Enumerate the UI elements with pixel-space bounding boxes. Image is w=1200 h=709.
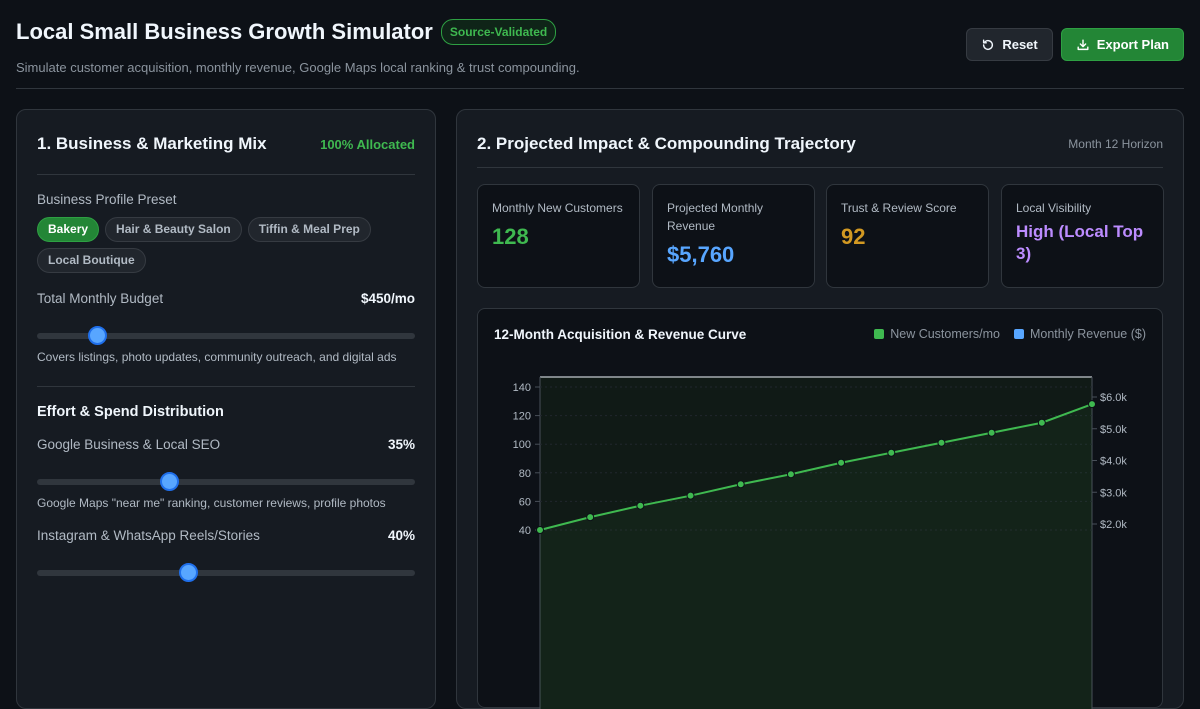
- impact-header: 2. Projected Impact & Compounding Trajec…: [477, 130, 1163, 158]
- impact-title: 2. Projected Impact & Compounding Trajec…: [477, 134, 856, 153]
- right-tick-label: $3.0k: [1100, 487, 1127, 499]
- chart-legend: New Customers/mo Monthly Revenue ($): [874, 327, 1146, 341]
- metric-label: Local Visibility: [1016, 201, 1092, 215]
- metric-label: Monthly New Customers: [492, 201, 623, 215]
- channel-value-instagram: 40%: [387, 528, 415, 543]
- divider: [37, 174, 415, 175]
- customers-point: [887, 448, 896, 457]
- metric-value: 92: [841, 224, 866, 249]
- channel-row-instagram: Instagram & WhatsApp Reels/Stories 40%: [37, 528, 415, 543]
- metric-card-local-visibility: Local Visibility High (Local Top 3): [1001, 184, 1164, 288]
- chart-svg: 140 120 100 80 60 40 $6.0k $5.0k $4.0k $3.0k $2.0k: [513, 376, 1127, 709]
- budget-section: Total Monthly Budget $450/mo Covers list…: [37, 291, 415, 364]
- customers-point: [1037, 418, 1046, 427]
- divider: [477, 167, 1163, 168]
- left-tick-label: 100: [513, 439, 531, 451]
- source-validated-badge: Source-Validated: [440, 19, 557, 45]
- customers-line: [539, 403, 1093, 531]
- channel-label-google: Google Business & Local SEO: [37, 437, 221, 452]
- customers-point: [786, 470, 795, 479]
- budget-label: Total Monthly Budget: [37, 291, 164, 306]
- legend-swatch-blue: [1013, 329, 1024, 339]
- header: Local Small Business Growth Simulator So…: [16, 16, 1184, 89]
- budget-slider-thumb[interactable]: [88, 326, 108, 345]
- marketing-mix-title: 1. Business & Marketing Mix: [37, 134, 267, 153]
- export-plan-button[interactable]: Export Plan: [1060, 28, 1184, 61]
- app-title: Local Small Business Growth Simulator: [16, 19, 433, 44]
- instagram-whatsapp-slider[interactable]: [37, 563, 415, 582]
- customers-point: [987, 428, 996, 437]
- horizon-label: Month 12 Horizon: [1068, 137, 1163, 151]
- customers-point: [937, 438, 946, 447]
- customers-point: [536, 526, 544, 534]
- metric-label: Trust & Review Score: [841, 201, 957, 215]
- google-seo-slider-thumb[interactable]: [160, 472, 180, 491]
- legend-item-monthly-revenue[interactable]: Monthly Revenue ($): [1013, 327, 1146, 341]
- left-tick-label: 80: [519, 468, 531, 480]
- preset-chip-hair-beauty-salon[interactable]: Hair & Beauty Salon: [105, 217, 242, 242]
- customers-point: [837, 458, 846, 467]
- export-plan-label: Export Plan: [1096, 37, 1169, 52]
- customers-point: [586, 513, 595, 522]
- legend-label: Monthly Revenue ($): [1029, 327, 1146, 341]
- legend-label: New Customers/mo: [890, 327, 1000, 341]
- preset-chip-local-boutique[interactable]: Local Boutique: [37, 248, 146, 273]
- preset-section: Business Profile Preset Bakery Hair & Be…: [37, 192, 415, 273]
- channel-row-google: Google Business & Local SEO 35%: [37, 437, 415, 452]
- preset-label: Business Profile Preset: [37, 192, 177, 207]
- download-icon: [1077, 38, 1089, 50]
- marketing-mix-panel: 1. Business & Marketing Mix 100% Allocat…: [16, 109, 436, 709]
- chart-title: 12-Month Acquisition & Revenue Curve: [494, 327, 747, 342]
- budget-value: $450/mo: [360, 291, 415, 306]
- metric-value: High (Local Top 3): [1016, 222, 1144, 263]
- reset-icon: [983, 38, 994, 50]
- left-tick-label: 40: [519, 525, 531, 537]
- marketing-mix-header: 1. Business & Marketing Mix 100% Allocat…: [37, 130, 415, 158]
- left-tick-label: 120: [513, 411, 531, 423]
- legend-item-new-customers[interactable]: New Customers/mo: [874, 327, 1000, 341]
- google-seo-slider[interactable]: [37, 472, 415, 491]
- distribution-title: Effort & Spend Distribution: [37, 404, 224, 420]
- legend-swatch-green: [874, 329, 885, 339]
- acquisition-revenue-chart: 140 120 100 80 60 40 $6.0k $5.0k $4.0k $3.0k $2.0k…: [477, 308, 1163, 709]
- right-tick-label: $2.0k: [1100, 519, 1127, 531]
- budget-help: Covers listings, photo updates, communit…: [37, 350, 397, 364]
- preset-chip-tiffin-meal-prep[interactable]: Tiffin & Meal Prep: [247, 217, 371, 242]
- metric-value: $5,760: [667, 242, 735, 267]
- left-tick-label: 140: [513, 382, 531, 394]
- budget-slider[interactable]: [37, 326, 415, 345]
- metric-value: 128: [492, 224, 529, 249]
- channel-label-instagram: Instagram & WhatsApp Reels/Stories: [37, 528, 260, 543]
- allocation-status: 100% Allocated: [320, 136, 415, 152]
- app-subtitle: Simulate customer acquisition, monthly r…: [16, 60, 580, 75]
- metric-label: Projected Monthly Revenue: [667, 201, 764, 233]
- header-actions: Reset Export Plan: [966, 28, 1184, 61]
- impact-panel: 2. Projected Impact & Compounding Trajec…: [456, 109, 1184, 709]
- right-tick-label: $4.0k: [1100, 456, 1127, 468]
- reset-button[interactable]: Reset: [966, 28, 1053, 61]
- customers-point: [736, 480, 745, 489]
- customers-point: [636, 501, 645, 510]
- budget-row: Total Monthly Budget $450/mo: [37, 291, 415, 306]
- preset-chips: Bakery Hair & Beauty Salon Tiffin & Meal…: [37, 217, 415, 273]
- reset-button-label: Reset: [1002, 37, 1038, 52]
- metric-card-trust-score: Trust & Review Score 92: [826, 184, 989, 288]
- right-tick-label: $5.0k: [1100, 424, 1127, 436]
- instagram-whatsapp-slider-thumb[interactable]: [179, 563, 199, 582]
- title-row: Local Small Business Growth Simulator So…: [16, 16, 1184, 48]
- customers-point: [686, 491, 695, 500]
- google-seo-help: Google Maps "near me" ranking, customer …: [37, 496, 386, 510]
- channel-value-google: 35%: [387, 437, 415, 452]
- preset-chip-bakery[interactable]: Bakery: [37, 217, 100, 242]
- left-tick-label: 60: [519, 496, 531, 508]
- metric-card-monthly-revenue: Projected Monthly Revenue $5,760: [652, 184, 815, 288]
- distribution-section: Effort & Spend Distribution Google Busin…: [37, 404, 415, 582]
- divider: [37, 386, 415, 387]
- right-tick-label: $6.0k: [1100, 392, 1127, 404]
- customers-point: [1088, 400, 1096, 409]
- metric-card-new-customers: Monthly New Customers 128: [477, 184, 640, 288]
